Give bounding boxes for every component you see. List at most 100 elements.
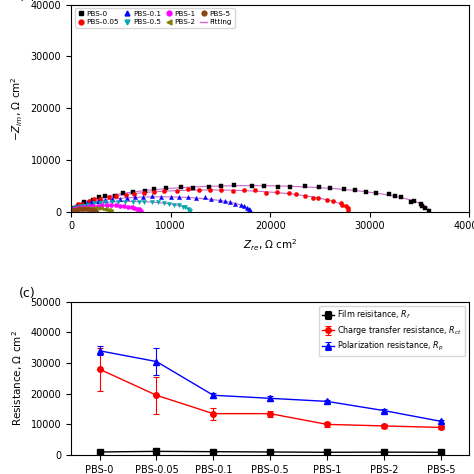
PBS-0.1	[74, 203, 80, 209]
PBS-0	[77, 202, 82, 208]
PBS-0.05	[75, 201, 81, 207]
PBS-5	[69, 208, 75, 214]
PBS-2	[68, 208, 74, 214]
PBS-0	[386, 191, 392, 196]
PBS-5	[86, 207, 91, 212]
PBS-0.1	[109, 196, 115, 202]
PBS-0	[327, 186, 333, 191]
PBS-0.05	[174, 188, 180, 194]
PBS-0	[231, 182, 237, 188]
PBS-1	[121, 203, 127, 209]
PBS-2	[103, 206, 109, 212]
PBS-1	[100, 202, 105, 208]
Fitting	[405, 196, 410, 202]
PBS-1	[118, 203, 123, 209]
PBS-0	[287, 184, 293, 190]
PBS-0.5	[70, 207, 76, 212]
PBS-0	[418, 201, 424, 206]
PBS-0	[352, 187, 357, 193]
PBS-0.1	[70, 209, 75, 214]
PBS-0	[82, 200, 87, 205]
PBS-0.5	[69, 209, 75, 214]
PBS-0.5	[109, 199, 115, 205]
PBS-0.1	[69, 206, 75, 212]
PBS-0.5	[68, 208, 73, 213]
PBS-0.1	[245, 205, 250, 210]
PBS-0.1	[176, 194, 182, 200]
PBS-0.5	[171, 202, 177, 208]
PBS-0.5	[116, 199, 121, 205]
PBS-5	[68, 209, 74, 214]
PBS-0.1	[185, 194, 191, 200]
PBS-0.05	[274, 190, 280, 195]
PBS-1	[76, 205, 82, 210]
PBS-0.1	[124, 195, 130, 201]
PBS-0.05	[345, 205, 351, 211]
PBS-0.05	[208, 187, 213, 193]
PBS-0.5	[78, 203, 84, 209]
PBS-1	[137, 208, 143, 213]
PBS-1	[131, 205, 137, 211]
PBS-5	[77, 207, 82, 212]
PBS-0.05	[113, 193, 119, 199]
PBS-1	[126, 204, 131, 210]
PBS-0.1	[159, 194, 164, 200]
PBS-0.05	[131, 191, 137, 197]
PBS-0.05	[252, 188, 258, 193]
Fitting	[309, 184, 315, 190]
PBS-2	[82, 205, 88, 210]
PBS-0	[206, 184, 211, 190]
PBS-0	[411, 198, 417, 204]
PBS-1	[138, 208, 144, 214]
PBS-0.05	[330, 199, 336, 204]
Line: PBS-0: PBS-0	[69, 183, 431, 213]
Fitting	[427, 208, 432, 214]
PBS-0.1	[228, 200, 233, 205]
Fitting	[68, 209, 74, 214]
PBS-0.5	[161, 201, 167, 206]
PBS-2	[70, 208, 75, 213]
PBS-1	[68, 209, 74, 214]
PBS-0.1	[246, 206, 252, 212]
PBS-5	[82, 206, 87, 212]
PBS-0.1	[101, 197, 107, 203]
PBS-0.05	[316, 195, 321, 201]
PBS-0	[164, 185, 169, 191]
PBS-0.05	[72, 205, 77, 210]
PBS-0.05	[338, 200, 344, 206]
PBS-2	[108, 208, 113, 214]
Y-axis label: Resistance, Ω cm$^2$: Resistance, Ω cm$^2$	[10, 330, 25, 427]
PBS-0.5	[141, 199, 147, 205]
PBS-1	[134, 206, 140, 211]
Legend: PBS-0, PBS-0.05, PBS-0.1, PBS-0.5, PBS-1, PBS-2, PBS-5, Fitting: PBS-0, PBS-0.05, PBS-0.1, PBS-0.5, PBS-1…	[75, 9, 235, 27]
PBS-0.5	[122, 199, 128, 204]
PBS-2	[73, 207, 78, 212]
PBS-0.1	[218, 197, 223, 203]
PBS-0.05	[339, 202, 345, 208]
PBS-0	[112, 193, 118, 199]
PBS-5	[93, 209, 99, 214]
PBS-0	[261, 183, 267, 189]
PBS-0.05	[151, 190, 157, 195]
PBS-5	[79, 207, 85, 212]
PBS-1	[113, 202, 119, 208]
PBS-0.1	[222, 198, 228, 204]
PBS-1	[70, 207, 75, 213]
PBS-0.1	[241, 204, 246, 210]
PBS-0.1	[193, 195, 199, 201]
X-axis label: $Z_{re}$, Ω cm$^2$: $Z_{re}$, Ω cm$^2$	[243, 237, 298, 253]
PBS-1	[129, 204, 135, 210]
PBS-1	[73, 206, 79, 211]
PBS-0.5	[91, 201, 97, 206]
PBS-0	[191, 185, 196, 191]
PBS-0.5	[71, 205, 77, 211]
PBS-0.5	[86, 201, 91, 207]
PBS-2	[95, 205, 101, 211]
PBS-0	[75, 203, 81, 209]
PBS-5	[68, 209, 74, 214]
PBS-1	[87, 203, 92, 209]
Fitting	[419, 201, 424, 207]
PBS-0.1	[149, 193, 155, 199]
PBS-0.05	[264, 190, 269, 196]
PBS-0	[142, 188, 148, 194]
